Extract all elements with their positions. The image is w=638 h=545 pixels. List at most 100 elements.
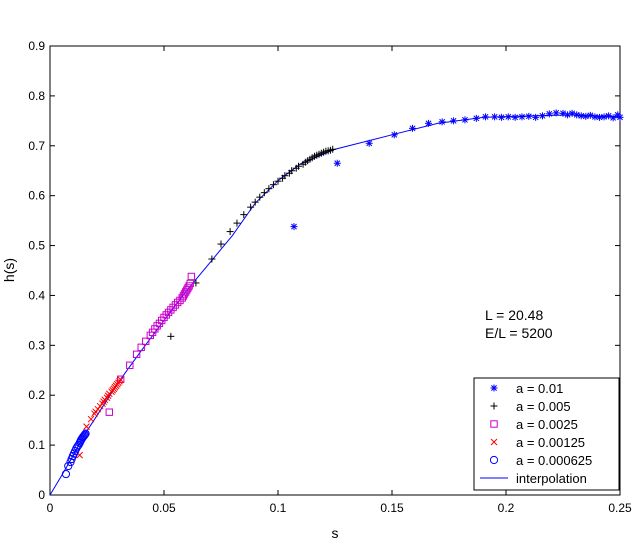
data-point [472, 114, 480, 122]
data-point [103, 394, 111, 402]
y-tick-label: 0.2 [28, 388, 45, 402]
data-point [497, 113, 505, 121]
data-point [247, 203, 255, 211]
legend-label: a = 0.000625 [516, 453, 592, 468]
data-point [573, 111, 581, 119]
annotation-length: L = 20.48 [485, 307, 543, 323]
data-point [186, 279, 194, 288]
x-tick-label: 0.15 [380, 501, 404, 515]
x-tick-label: 0.2 [498, 501, 515, 515]
data-point [80, 430, 89, 439]
data-point [251, 198, 259, 206]
x-tick-label: 0.25 [608, 501, 632, 515]
legend-label: interpolation [516, 471, 587, 486]
data-point [217, 240, 225, 248]
data-point [329, 145, 337, 153]
data-point [290, 223, 298, 231]
legend-marker [490, 402, 498, 410]
data-point [81, 429, 90, 438]
legend-marker [490, 420, 498, 428]
data-point [609, 114, 617, 122]
series-a-0-0025 [105, 272, 196, 416]
y-axis-ticks: 0 0.1 0.2 0.3 0.4 0.5 0.6 0.7 0.8 0.9 [28, 39, 620, 502]
data-point [265, 185, 273, 193]
y-tick-label: 0 [38, 488, 45, 502]
data-point [616, 113, 624, 121]
y-axis-label: h(s) [1, 258, 17, 282]
data-point [600, 113, 608, 121]
data-point [532, 113, 540, 121]
data-point [167, 306, 175, 314]
data-point [171, 301, 180, 309]
legend-marker [490, 384, 498, 392]
data-point [333, 159, 341, 167]
data-point [187, 272, 196, 281]
data-point [260, 189, 268, 197]
data-point [409, 124, 417, 132]
data-point [295, 162, 303, 170]
data-point [184, 284, 192, 292]
series-a-0-005 [167, 145, 337, 340]
legend-marker [489, 455, 499, 465]
data-point [481, 113, 489, 121]
legend: a = 0.01 a = 0.005 a = 0.0025 a = 0.00125 a … [473, 377, 620, 491]
data-point [64, 461, 73, 471]
data-point [208, 255, 216, 263]
data-point [233, 219, 241, 227]
legend-label: a = 0.005 [516, 399, 571, 414]
legend-marker [490, 438, 498, 446]
data-point [288, 167, 296, 175]
data-point [504, 113, 512, 121]
data-point [538, 112, 546, 120]
y-tick-label: 0.8 [28, 89, 45, 103]
y-tick-label: 0.6 [28, 189, 45, 203]
data-point [545, 110, 553, 118]
data-point [438, 118, 446, 126]
y-tick-label: 0.9 [28, 39, 45, 53]
data-point [83, 423, 90, 431]
data-point [162, 311, 170, 319]
data-point [132, 350, 141, 359]
data-point [167, 332, 175, 340]
data-point [173, 298, 182, 307]
data-point [80, 431, 89, 440]
data-point [582, 112, 590, 120]
data-point [424, 119, 432, 127]
legend-label: a = 0.00125 [516, 435, 585, 450]
x-tick-label: 0.1 [270, 501, 287, 515]
data-point [491, 113, 499, 121]
data-point [94, 405, 102, 413]
data-point [281, 172, 289, 180]
data-point [160, 313, 168, 322]
data-point [185, 282, 193, 290]
data-point [269, 181, 277, 189]
legend-box [473, 377, 620, 491]
y-tick-label: 0.7 [28, 139, 45, 153]
legend-label: a = 0.0025 [516, 417, 578, 432]
data-point [169, 303, 177, 312]
data-point [117, 376, 125, 384]
series-a-0-000625 [61, 429, 90, 479]
data-point [137, 343, 145, 352]
data-point [87, 415, 95, 423]
data-point [461, 116, 469, 124]
data-point [126, 361, 134, 369]
series-a-0-00125 [76, 376, 125, 459]
y-tick-label: 0.3 [28, 338, 45, 352]
data-point [91, 410, 98, 418]
y-tick-label: 0.1 [28, 438, 45, 452]
data-point [164, 308, 173, 317]
x-tick-label: 0.05 [152, 501, 176, 515]
data-point [274, 177, 282, 185]
data-point [105, 408, 113, 416]
data-point [552, 109, 560, 117]
data-marks-layer [61, 109, 624, 479]
series-a-0-01 [290, 109, 624, 231]
y-tick-label: 0.4 [28, 288, 45, 302]
x-axis-label: s [332, 525, 339, 541]
data-point [61, 469, 71, 479]
data-point [450, 117, 458, 125]
data-point [525, 112, 533, 120]
data-point [142, 337, 150, 346]
